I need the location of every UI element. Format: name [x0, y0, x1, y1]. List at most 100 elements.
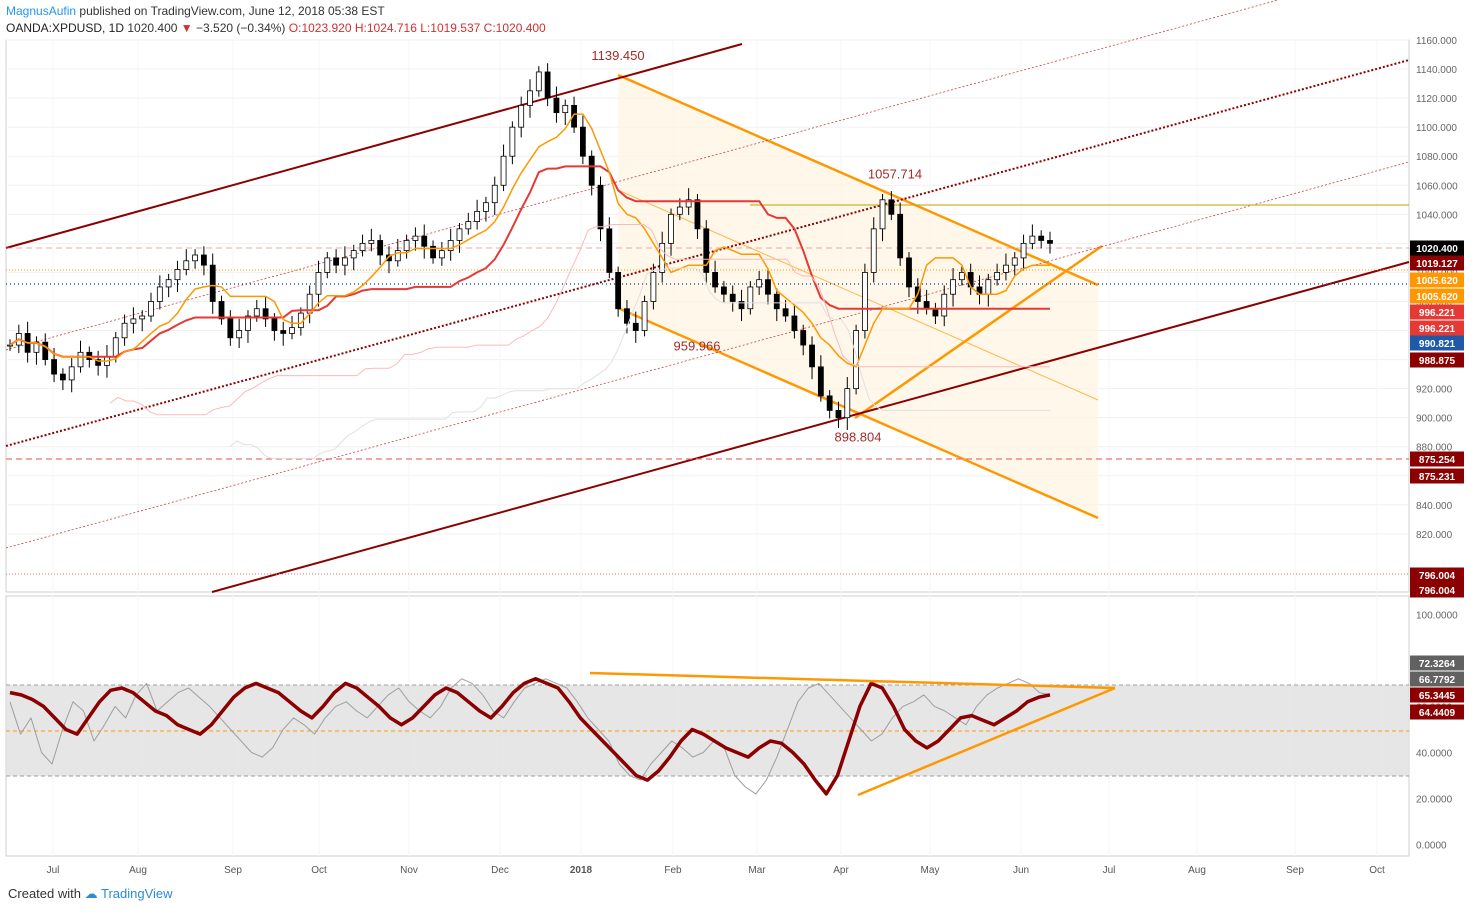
channel-median-line[interactable] [5, 59, 1410, 447]
candle-body[interactable] [1003, 264, 1009, 273]
candle-body[interactable] [527, 90, 533, 106]
candle-body[interactable] [262, 308, 269, 320]
candle-body[interactable] [350, 250, 357, 259]
candle-body[interactable] [491, 184, 498, 204]
candle-body[interactable] [800, 330, 807, 346]
candle-body[interactable] [729, 293, 736, 302]
candle-body[interactable] [624, 308, 630, 324]
candle-body[interactable] [1047, 240, 1053, 244]
candle-body[interactable] [271, 318, 278, 331]
candle-body[interactable] [967, 272, 974, 288]
candle-body[interactable] [553, 97, 560, 114]
candle-body[interactable] [359, 242, 366, 252]
candle-body[interactable] [597, 184, 604, 230]
candle-body[interactable] [421, 235, 428, 247]
candle-body[interactable] [1038, 235, 1045, 241]
candle-body[interactable] [438, 250, 445, 259]
candle-body[interactable] [888, 199, 895, 215]
candle-body[interactable] [68, 366, 75, 381]
candle-body[interactable] [200, 254, 207, 266]
candle-body[interactable] [121, 322, 128, 339]
candle-body[interactable] [747, 286, 754, 310]
candle-body[interactable] [544, 71, 551, 99]
candle-body[interactable] [7, 344, 13, 347]
candle-body[interactable] [650, 272, 657, 302]
candle-body[interactable] [588, 155, 595, 186]
candle-body[interactable] [474, 211, 481, 222]
candle-body[interactable] [756, 279, 763, 288]
candle-body[interactable] [535, 71, 542, 92]
candle-body[interactable] [77, 351, 84, 368]
candle-body[interactable] [253, 308, 260, 317]
candle-body[interactable] [950, 279, 956, 295]
candle-body[interactable] [95, 359, 102, 366]
candle-body[interactable] [447, 240, 454, 252]
candle-body[interactable] [862, 272, 868, 331]
candle-body[interactable] [703, 228, 710, 273]
candle-body[interactable] [236, 330, 243, 339]
candle-body[interactable] [483, 202, 489, 212]
candle-body[interactable] [668, 213, 674, 244]
candle-body[interactable] [245, 315, 251, 331]
candle-body[interactable] [641, 301, 648, 331]
candle-body[interactable] [333, 257, 340, 266]
channel-lower-line[interactable] [211, 261, 1410, 593]
candle-body[interactable] [430, 245, 436, 259]
candle-body[interactable] [500, 155, 507, 186]
candle-body[interactable] [148, 301, 154, 317]
candle-body[interactable] [377, 240, 384, 256]
candle-body[interactable] [958, 272, 965, 281]
candle-body[interactable] [209, 264, 216, 302]
candle-body[interactable] [192, 254, 198, 262]
candle-body[interactable] [685, 199, 692, 208]
candle-body[interactable] [932, 308, 939, 317]
candle-body[interactable] [51, 359, 57, 375]
candle-body[interactable] [579, 126, 586, 157]
candle-body[interactable] [394, 250, 401, 262]
candle-body[interactable] [1011, 257, 1018, 266]
candle-body[interactable] [791, 315, 798, 331]
candle-body[interactable] [456, 228, 463, 241]
candle-body[interactable] [412, 235, 419, 241]
candle-body[interactable] [765, 279, 771, 295]
candle-body[interactable] [386, 254, 392, 262]
candle-body[interactable] [923, 301, 930, 310]
candle-body[interactable] [773, 293, 780, 310]
candle-body[interactable] [615, 272, 622, 310]
candle-body[interactable] [571, 104, 577, 128]
candle-body[interactable] [289, 327, 295, 334]
candle-body[interactable] [826, 395, 833, 411]
candle-body[interactable] [324, 257, 331, 273]
candle-body[interactable] [342, 257, 348, 266]
candle-body[interactable] [42, 341, 49, 360]
oscillator-axis[interactable]: 0.000020.000040.000060.000080.0000100.00… [1416, 610, 1458, 851]
tradingview-link[interactable]: TradingView [101, 886, 173, 901]
candle-body[interactable] [941, 293, 948, 317]
candle-body[interactable] [1029, 235, 1036, 244]
candle-body[interactable] [835, 410, 842, 419]
support-line[interactable] [854, 244, 1103, 420]
candle-body[interactable] [465, 221, 472, 230]
candle-body[interactable] [985, 279, 992, 295]
candle-body[interactable] [315, 272, 322, 295]
oscillator-support-line[interactable] [857, 686, 1116, 797]
candle-body[interactable] [165, 279, 172, 288]
candle-body[interactable] [676, 206, 683, 215]
candle-body[interactable] [183, 260, 190, 270]
candle-body[interactable] [1020, 242, 1027, 259]
candle-body[interactable] [782, 308, 789, 317]
oscillator-resistance-line[interactable] [589, 671, 1116, 690]
candle-body[interactable] [562, 104, 569, 114]
candle-body[interactable] [112, 337, 119, 358]
candle-body[interactable] [218, 301, 225, 320]
candle-body[interactable] [130, 318, 137, 324]
candle-body[interactable] [174, 269, 181, 281]
candle-body[interactable] [897, 213, 904, 259]
candle-body[interactable] [809, 344, 815, 368]
candle-body[interactable] [994, 272, 1001, 281]
candle-body[interactable] [906, 257, 912, 288]
candle-body[interactable] [606, 228, 613, 273]
author-link[interactable]: MagnusAufin [6, 4, 77, 18]
candle-body[interactable] [720, 286, 727, 295]
